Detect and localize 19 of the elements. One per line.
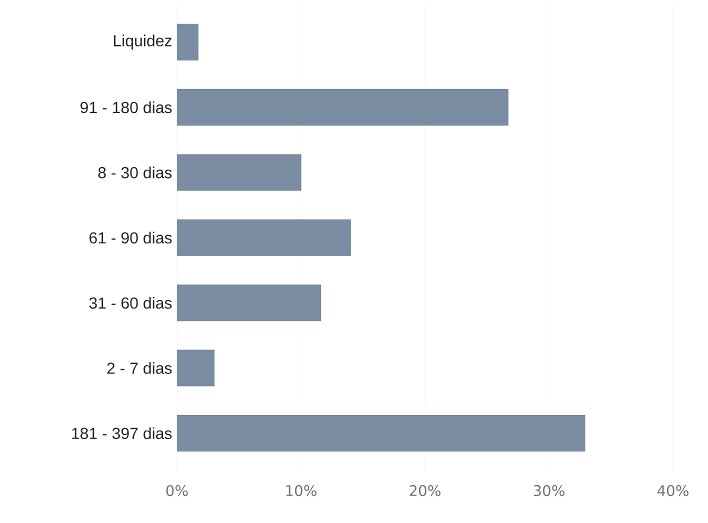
x-tick-label: 20% [410, 485, 440, 496]
bar [177, 154, 302, 191]
bar [177, 24, 198, 60]
bar [177, 350, 214, 386]
bar [177, 414, 586, 452]
y-tick-label: 91 - 180 dias [80, 101, 172, 114]
y-tick-label: Liquidez [114, 34, 172, 50]
x-tick-label: 30% [534, 485, 564, 496]
y-tick-label: 2 - 7 dias [107, 362, 172, 374]
x-tick-label: 40% [657, 485, 688, 496]
x-tick-label: 0% [166, 485, 188, 496]
bar [177, 284, 322, 322]
x-tick-label: 10% [286, 485, 316, 496]
bar [177, 219, 351, 256]
y-tick-label: 181 - 397 dias [72, 427, 172, 440]
y-tick-label: 31 - 60 dias [89, 296, 172, 309]
y-tick-label: 61 - 90 dias [90, 232, 172, 244]
y-tick-label: 8 - 30 dias [98, 166, 172, 178]
bar [177, 89, 508, 126]
